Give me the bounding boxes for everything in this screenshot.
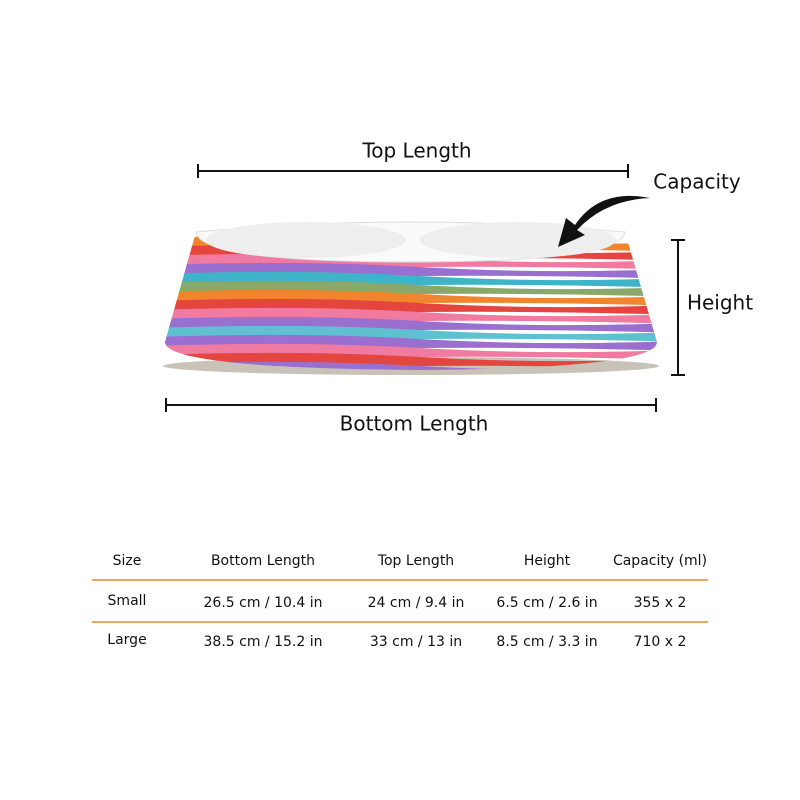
table-header: Top Length — [377, 553, 454, 569]
top-length-label: Top Length — [361, 139, 471, 163]
bowl-stripes — [165, 235, 657, 370]
table-header: Bottom Length — [211, 553, 315, 569]
table-header: Height — [524, 553, 571, 569]
table-cell: 33 cm / 13 in — [370, 634, 462, 650]
capacity-arrow — [558, 195, 650, 247]
table-cell: 710 x 2 — [634, 634, 687, 650]
table-cell: Large — [107, 632, 146, 648]
dimension-lines — [165, 164, 685, 412]
bottom-length-label: Bottom Length — [340, 412, 489, 436]
bowl-dish — [206, 222, 406, 258]
table-header: Capacity (ml) — [613, 553, 707, 569]
size-table: Size Bottom Length Top Length Height Capacit… — [107, 553, 707, 650]
table-cell: 6.5 cm / 2.6 in — [496, 595, 597, 611]
table-cell: 8.5 cm / 3.3 in — [496, 634, 597, 650]
height-label: Height — [687, 291, 753, 315]
table-cell: 38.5 cm / 15.2 in — [204, 634, 323, 650]
table-cell: 355 x 2 — [634, 595, 687, 611]
bowl-dish — [420, 222, 616, 258]
table-cell: 24 cm / 9.4 in — [368, 595, 465, 611]
table-cell: 26.5 cm / 10.4 in — [204, 595, 323, 611]
capacity-label: Capacity — [653, 170, 741, 194]
table-header: Size — [113, 553, 142, 569]
table-cell: Small — [108, 593, 147, 609]
